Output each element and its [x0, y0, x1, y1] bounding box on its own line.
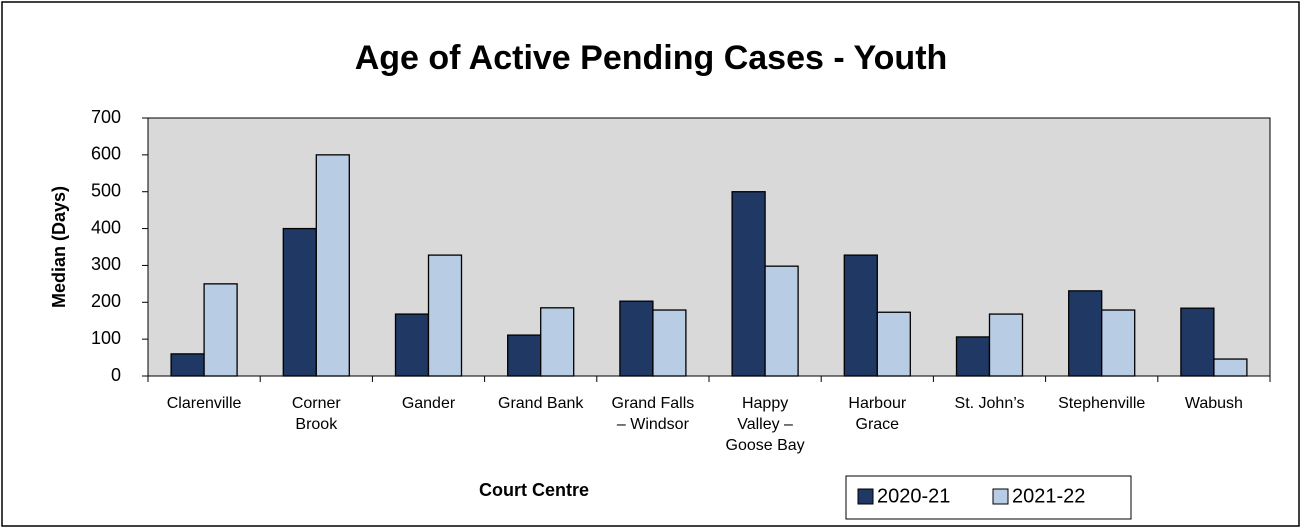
legend-box	[845, 475, 1132, 520]
bar	[764, 265, 799, 377]
x-tick-label: St. John’s	[955, 395, 1025, 412]
legend-label: 2020-21	[877, 485, 950, 507]
x-tick-label: Stephenville	[1058, 395, 1145, 412]
bar	[1068, 290, 1103, 377]
x-tick-label: Harbour Grace	[848, 395, 906, 433]
bar	[170, 353, 205, 377]
y-tick-label: 600	[91, 144, 121, 164]
bar	[955, 336, 991, 377]
bar	[282, 227, 317, 377]
y-tick-label: 400	[91, 217, 121, 237]
bar	[843, 254, 878, 377]
bar	[1213, 358, 1248, 377]
x-tick-label: Clarenville	[167, 395, 242, 412]
x-tick-label: Gander	[402, 395, 456, 412]
bar	[315, 154, 350, 377]
bar	[507, 334, 542, 377]
y-tick-label: 500	[91, 180, 121, 200]
bar	[203, 283, 238, 377]
legend-swatch	[857, 488, 874, 505]
bar	[652, 309, 687, 377]
chart-title: Age of Active Pending Cases - Youth	[355, 39, 948, 77]
bar	[427, 254, 463, 377]
legend-swatch	[992, 488, 1009, 505]
bar	[1101, 309, 1136, 377]
bar	[394, 313, 430, 377]
x-axis-label: Court Centre	[479, 480, 589, 500]
bar	[619, 300, 654, 377]
bar	[988, 313, 1024, 377]
y-axis-label: Median (Days)	[49, 186, 69, 308]
y-tick-label: 0	[111, 365, 121, 385]
y-tick-label: 100	[91, 328, 121, 348]
bar	[731, 191, 766, 377]
bar	[540, 307, 575, 377]
x-tick-label: Corner Brook	[292, 395, 342, 433]
x-tick-label: Happy Valley – Goose Bay	[726, 395, 805, 454]
bar	[876, 311, 911, 377]
y-tick-label: 700	[91, 107, 121, 127]
legend-label: 2021-22	[1012, 485, 1085, 507]
x-tick-label: Wabush	[1185, 395, 1243, 412]
bar	[1180, 307, 1215, 377]
y-tick-label: 300	[91, 254, 121, 274]
x-tick-label: Grand Falls – Windsor	[612, 395, 695, 433]
x-tick-label: Grand Bank	[498, 395, 584, 412]
y-tick-label: 200	[91, 291, 121, 311]
